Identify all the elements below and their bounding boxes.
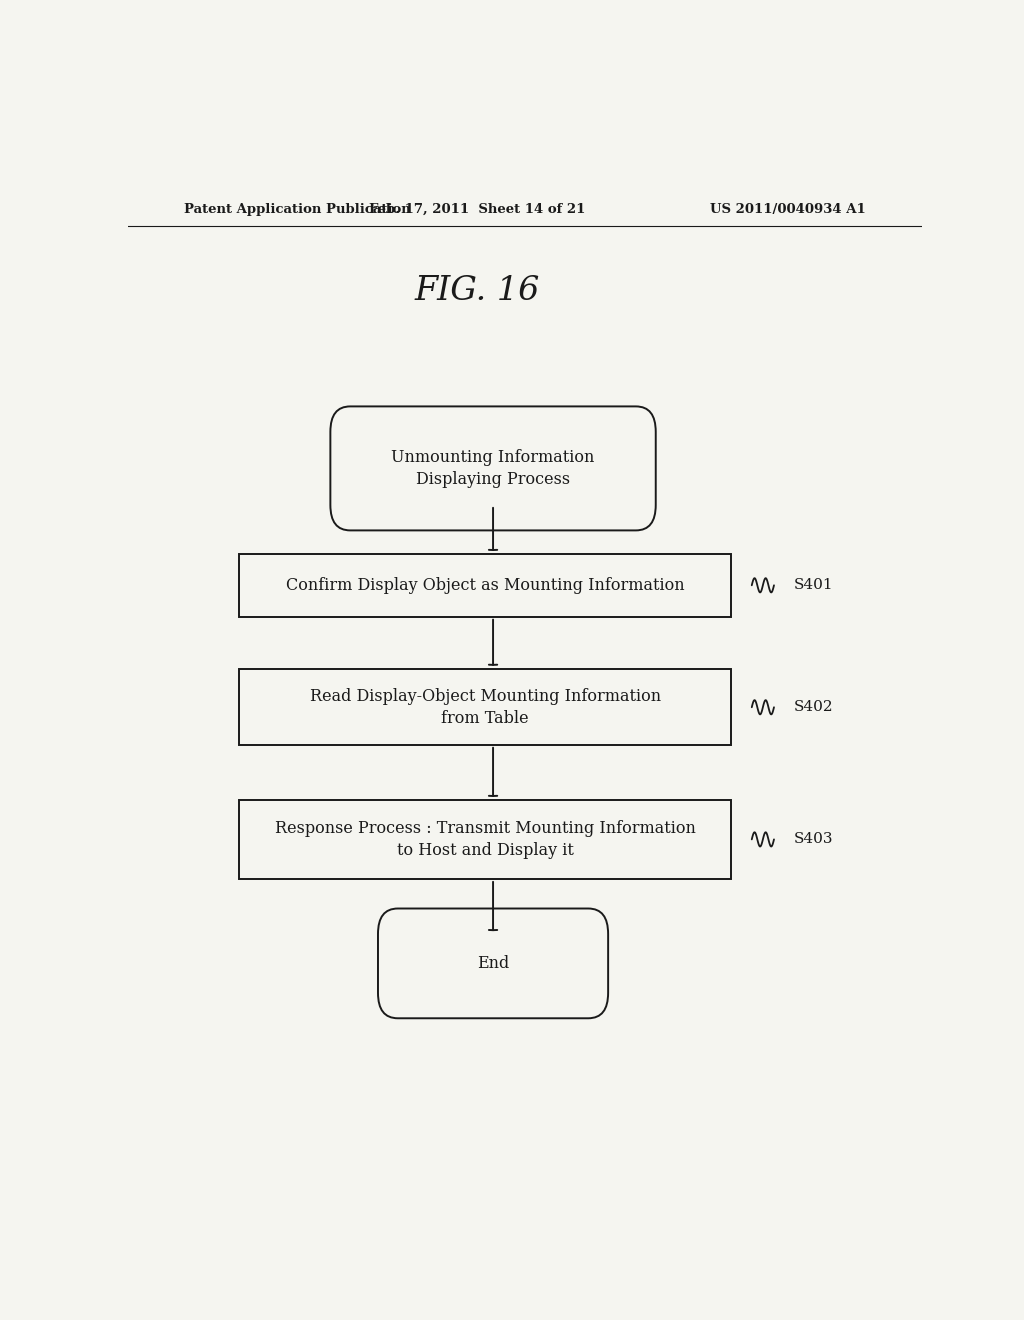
Text: S403: S403 — [794, 833, 834, 846]
Bar — [240, 669, 731, 746]
Text: Feb. 17, 2011  Sheet 14 of 21: Feb. 17, 2011 Sheet 14 of 21 — [369, 203, 586, 215]
FancyBboxPatch shape — [331, 407, 655, 531]
FancyBboxPatch shape — [378, 908, 608, 1018]
Text: Unmounting Information
Displaying Process: Unmounting Information Displaying Proces… — [391, 449, 595, 488]
Bar — [240, 800, 731, 879]
Text: Patent Application Publication: Patent Application Publication — [183, 203, 411, 215]
Text: Confirm Display Object as Mounting Information: Confirm Display Object as Mounting Infor… — [286, 577, 684, 594]
Text: Read Display-Object Mounting Information
from Table: Read Display-Object Mounting Information… — [309, 688, 660, 727]
Text: End: End — [477, 954, 509, 972]
Text: S402: S402 — [794, 700, 834, 714]
Text: FIG. 16: FIG. 16 — [415, 275, 540, 306]
Text: S401: S401 — [794, 578, 834, 593]
Text: Response Process : Transmit Mounting Information
to Host and Display it: Response Process : Transmit Mounting Inf… — [274, 820, 695, 859]
Bar — [240, 554, 731, 616]
Text: US 2011/0040934 A1: US 2011/0040934 A1 — [711, 203, 866, 215]
